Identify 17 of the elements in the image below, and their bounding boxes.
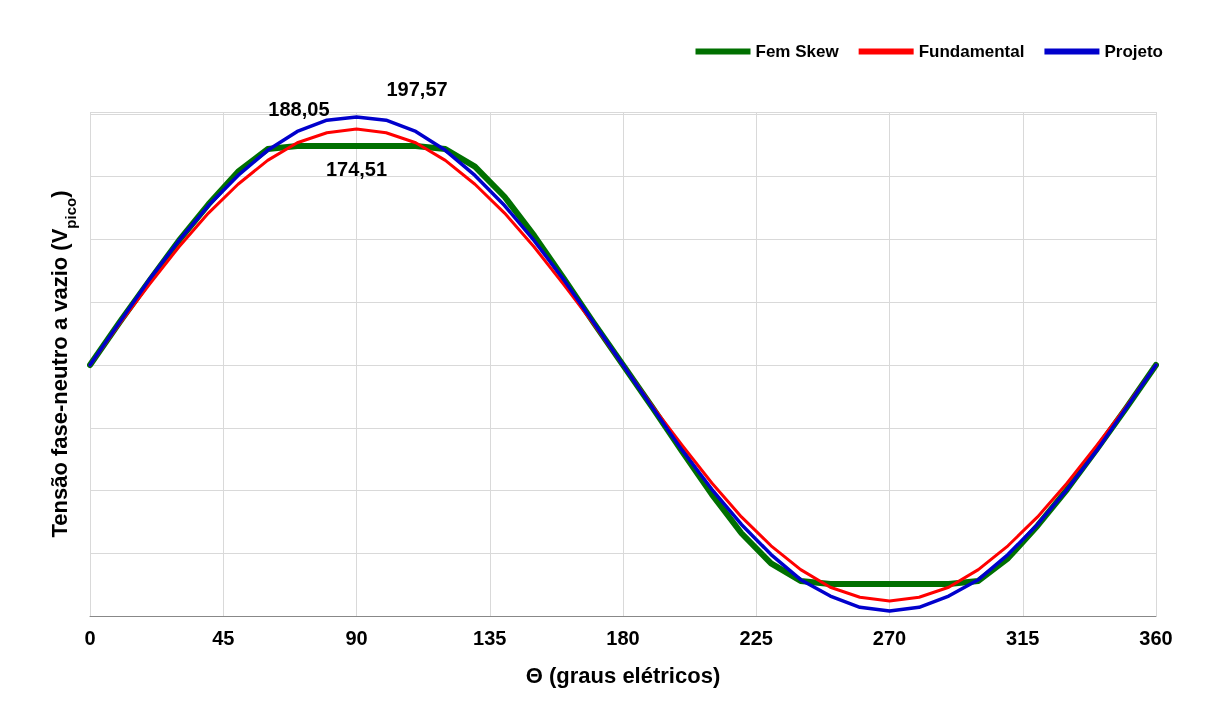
legend-label: Fundamental bbox=[918, 42, 1025, 61]
x-axis-title: Θ (graus elétricos) bbox=[525, 662, 721, 688]
x-tick-label: 360 bbox=[1139, 627, 1173, 649]
data-label: 188,05 bbox=[268, 97, 330, 120]
legend-label: Projeto bbox=[1104, 42, 1163, 61]
x-tick-label: 45 bbox=[212, 627, 235, 649]
x-tick-label: 135 bbox=[473, 627, 507, 649]
x-tick-label: 180 bbox=[606, 627, 640, 649]
x-tick-label: 90 bbox=[345, 627, 368, 649]
legend-label: Fem Skew bbox=[755, 42, 840, 61]
x-tick-label: 0 bbox=[84, 627, 96, 649]
x-tick-label: 225 bbox=[739, 627, 773, 649]
x-tick-label: 270 bbox=[872, 627, 907, 649]
data-label: 197,57 bbox=[386, 77, 448, 100]
x-tick-label: 315 bbox=[1006, 627, 1040, 649]
y-axis-title: Tensão fase-neutro a vazio (Vpico) bbox=[46, 190, 79, 538]
data-label: 174,51 bbox=[325, 157, 388, 180]
